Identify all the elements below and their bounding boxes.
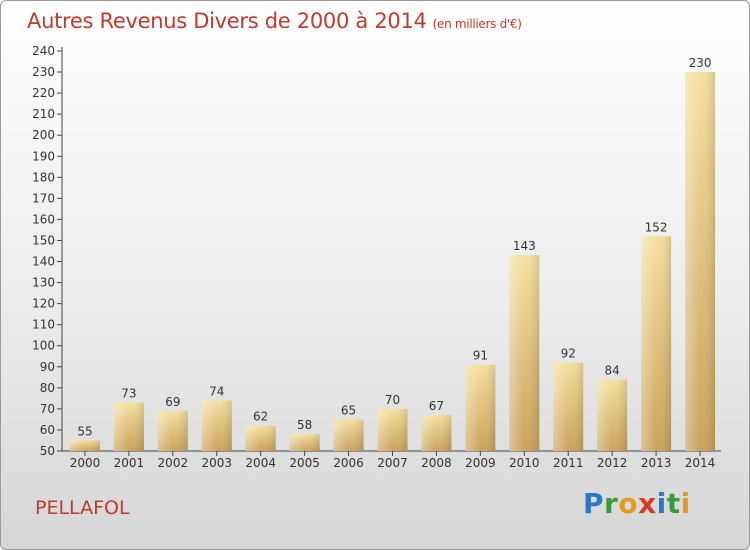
- logo-letter: o: [618, 487, 639, 520]
- y-tick-label: 160: [32, 212, 55, 226]
- bar-shade: [245, 425, 276, 451]
- y-tick-label: 50: [40, 444, 55, 458]
- bar-value-label: 70: [385, 393, 400, 407]
- bar-value-label: 92: [561, 347, 576, 361]
- x-tick-label: 2014: [685, 456, 716, 470]
- x-tick-label: 2000: [70, 456, 101, 470]
- logo-letter: r: [604, 487, 619, 520]
- bar-shade: [69, 440, 100, 451]
- y-tick-label: 90: [40, 360, 55, 374]
- x-tick-label: 2001: [114, 456, 145, 470]
- bar-shade: [553, 362, 584, 451]
- x-tick-label: 2013: [641, 456, 672, 470]
- y-tick-label: 60: [40, 423, 55, 437]
- x-tick-label: 2005: [289, 456, 320, 470]
- location-label: PELLAFOL: [35, 497, 130, 519]
- bar-shade: [113, 402, 144, 451]
- bar-value-label: 91: [473, 349, 488, 363]
- bar-value-label: 152: [645, 220, 668, 234]
- bar-shade: [201, 400, 232, 451]
- y-tick-label: 110: [32, 318, 55, 332]
- logo-letter: x: [638, 487, 657, 520]
- bar-value-label: 74: [209, 384, 224, 398]
- bar-value-label: 58: [297, 418, 312, 432]
- logo-letter: P: [583, 487, 605, 520]
- bar-shade: [289, 434, 320, 451]
- logo-letter: t: [666, 487, 681, 520]
- y-tick-label: 220: [32, 86, 55, 100]
- y-tick-label: 70: [40, 402, 55, 416]
- bar-value-label: 55: [77, 424, 92, 438]
- x-tick-label: 2007: [377, 456, 408, 470]
- bar-shade: [377, 408, 408, 451]
- logo-letter: i: [680, 487, 691, 520]
- y-tick-label: 120: [32, 297, 55, 311]
- bar-shade: [597, 379, 628, 451]
- y-tick-label: 100: [32, 339, 55, 353]
- x-tick-label: 2002: [158, 456, 189, 470]
- x-tick-label: 2004: [245, 456, 276, 470]
- y-tick-label: 80: [40, 381, 55, 395]
- y-tick-label: 140: [32, 255, 55, 269]
- bar-shade: [333, 419, 364, 451]
- bar-shade: [509, 255, 540, 451]
- y-tick-label: 180: [32, 170, 55, 184]
- bar-shade: [465, 364, 496, 451]
- bar-value-label: 84: [605, 363, 620, 377]
- y-tick-label: 130: [32, 276, 55, 290]
- bar-shade: [685, 72, 716, 451]
- y-tick-label: 150: [32, 233, 55, 247]
- bar-value-label: 62: [253, 410, 268, 424]
- x-tick-label: 2011: [553, 456, 584, 470]
- bar-shade: [641, 236, 672, 451]
- y-tick-label: 200: [32, 128, 55, 142]
- bar-value-label: 230: [689, 56, 712, 70]
- x-tick-label: 2009: [465, 456, 496, 470]
- x-tick-label: 2003: [201, 456, 232, 470]
- proxiti-logo: Proxiti: [583, 487, 691, 520]
- logo-letter: i: [656, 487, 667, 520]
- chart-title-text: Autres Revenus Divers de 2000 à 2014: [27, 9, 427, 33]
- bar-value-label: 65: [341, 403, 356, 417]
- x-tick-label: 2006: [333, 456, 364, 470]
- x-tick-label: 2010: [509, 456, 540, 470]
- y-tick-label: 190: [32, 149, 55, 163]
- bar-value-label: 69: [165, 395, 180, 409]
- bar-shade: [157, 411, 188, 451]
- bar-shade: [421, 415, 452, 451]
- chart-title: Autres Revenus Divers de 2000 à 2014 (en …: [27, 9, 522, 33]
- bar-value-label: 143: [513, 239, 536, 253]
- x-tick-label: 2008: [421, 456, 452, 470]
- y-tick-label: 170: [32, 191, 55, 205]
- y-tick-label: 210: [32, 107, 55, 121]
- x-tick-label: 2012: [597, 456, 628, 470]
- y-tick-label: 230: [32, 65, 55, 79]
- bar-value-label: 67: [429, 399, 444, 413]
- bar-value-label: 73: [121, 387, 136, 401]
- chart-subtitle: (en milliers d'€): [432, 17, 522, 31]
- y-tick-label: 240: [32, 44, 55, 58]
